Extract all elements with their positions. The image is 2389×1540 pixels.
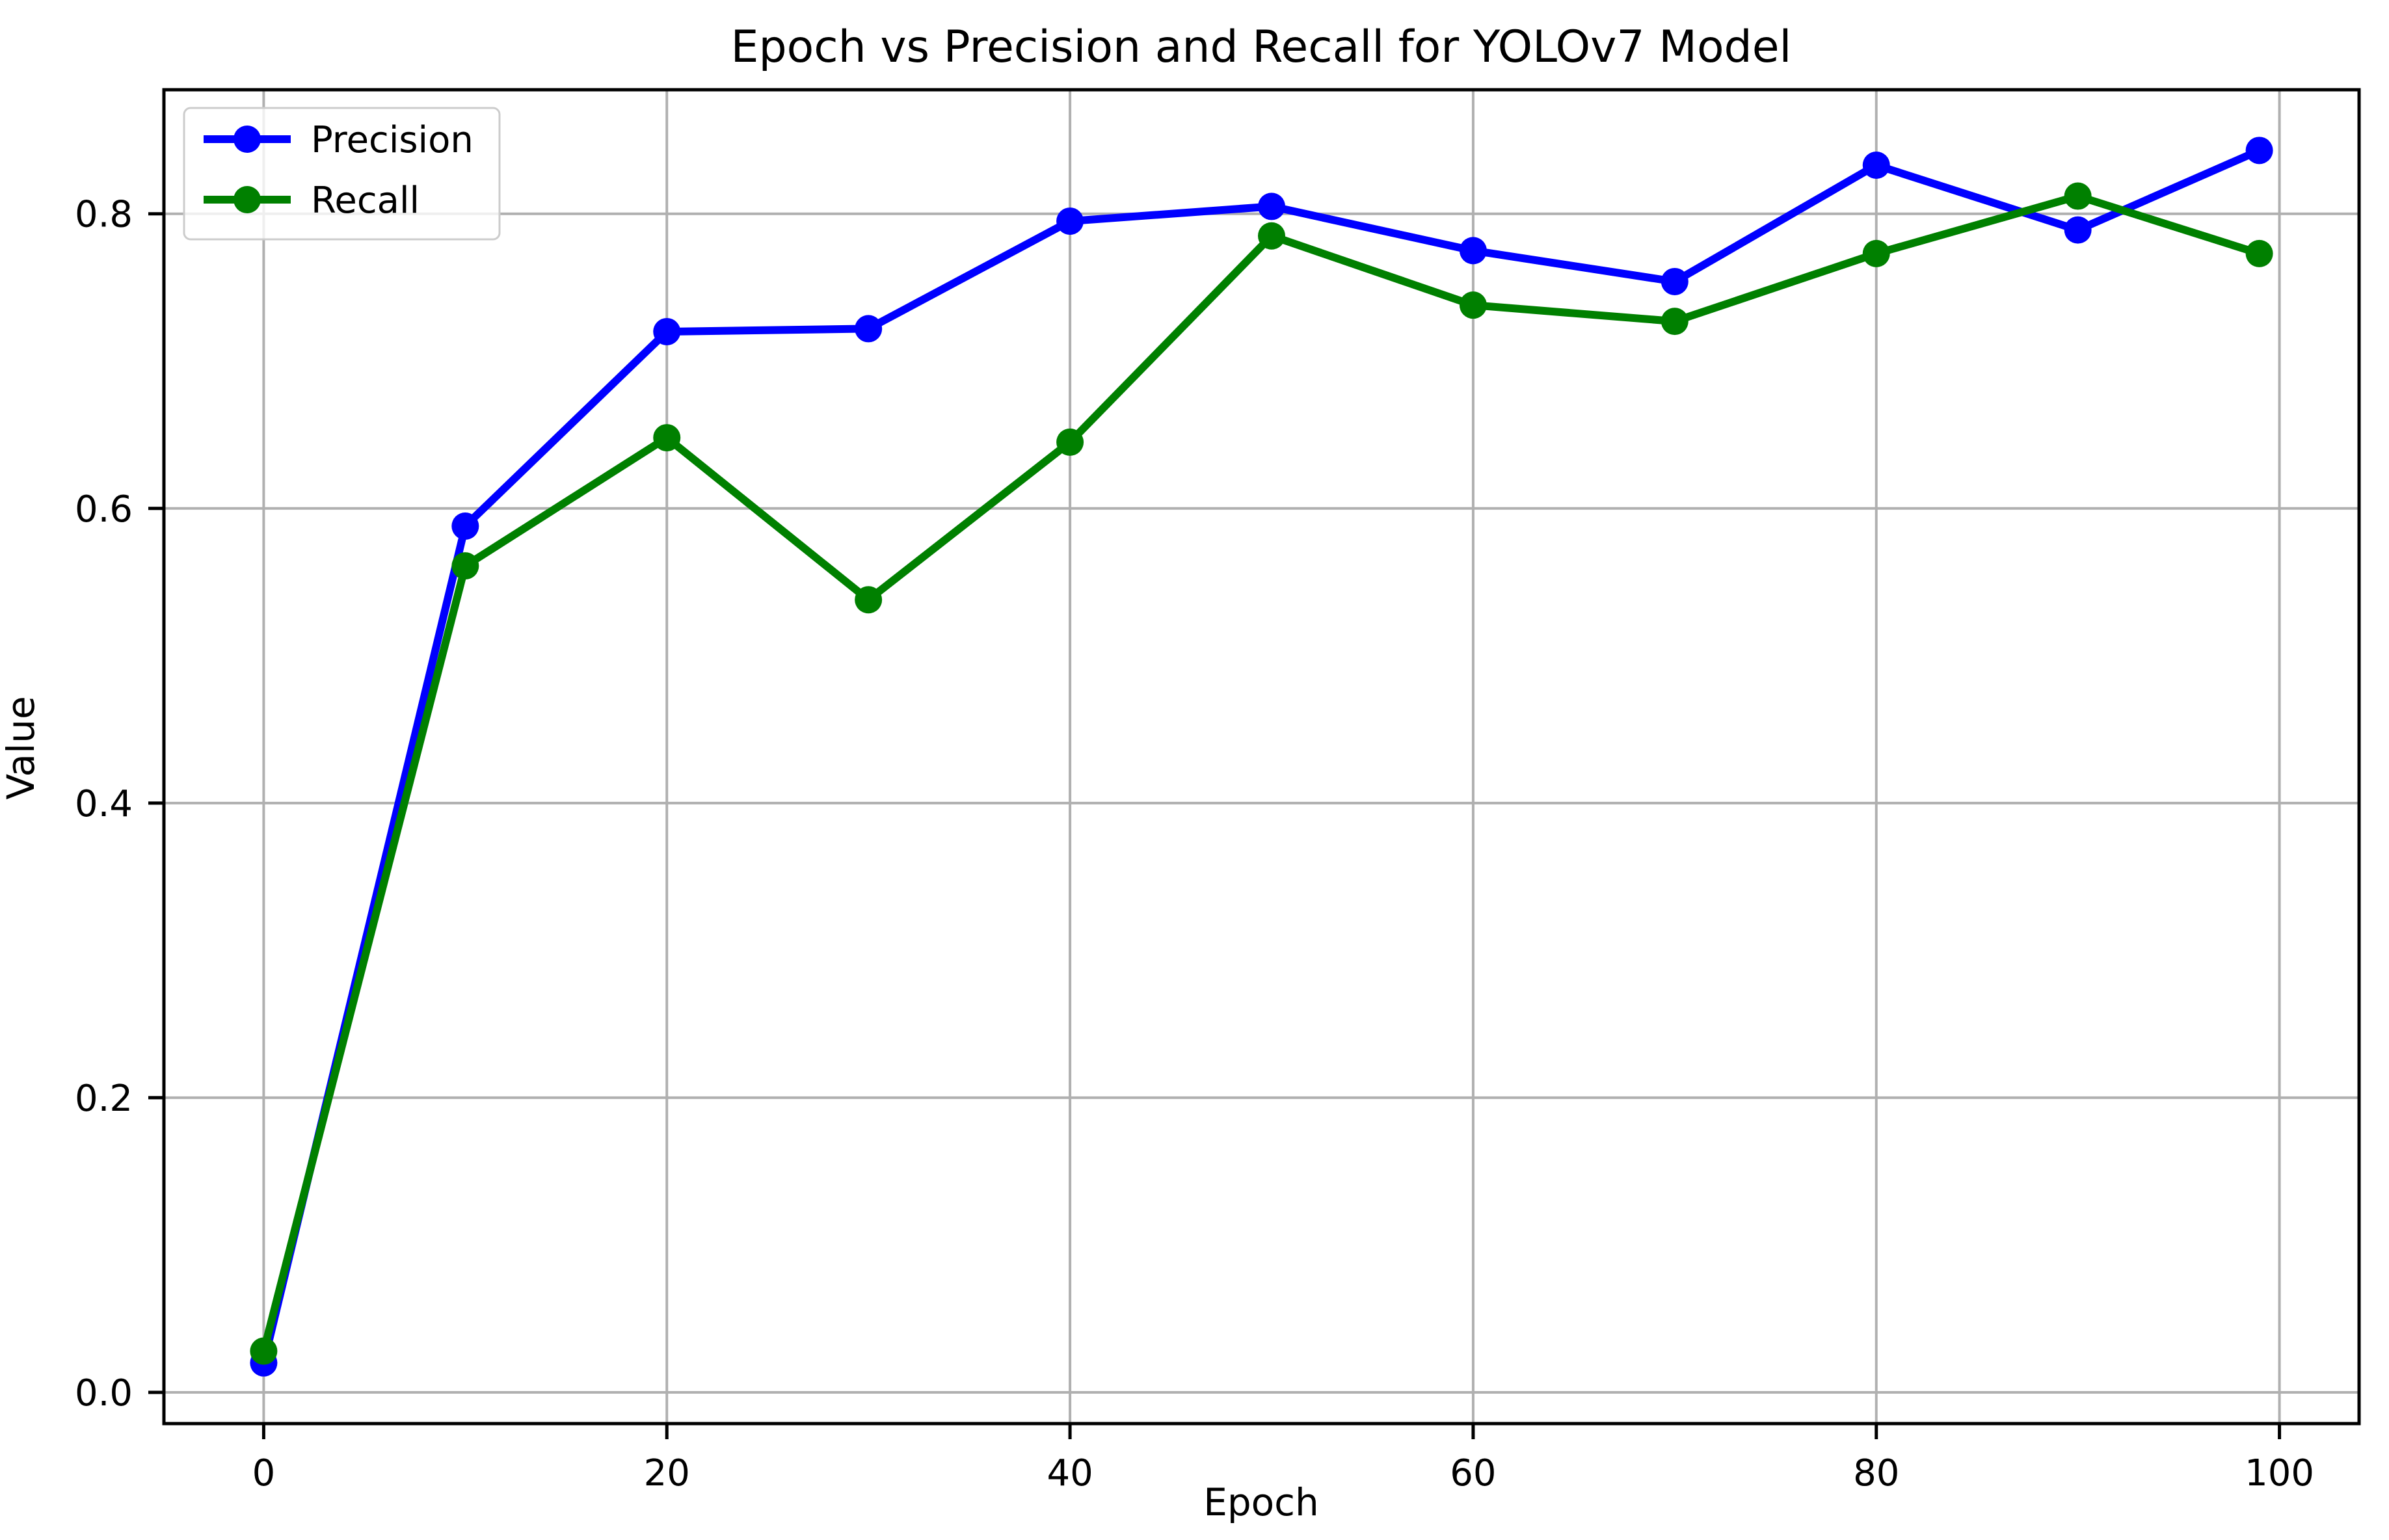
legend-precision-label: Precision — [311, 119, 474, 161]
chart-title: Epoch vs Precision and Recall for YOLOv7… — [731, 21, 1792, 73]
x-axis-label: Epoch — [1203, 1480, 1319, 1524]
precision-point-40 — [1056, 207, 1084, 235]
series-layer — [250, 137, 2273, 1377]
x-tick-label-0: 0 — [252, 1452, 276, 1494]
recall-point-80 — [1862, 239, 1890, 267]
x-tick-label-20: 20 — [644, 1452, 690, 1494]
recall-point-0 — [250, 1337, 278, 1365]
legend: Precision Recall — [183, 107, 501, 241]
recall-line — [260, 192, 2263, 1355]
y-axis-label: Value — [0, 696, 43, 799]
legend-recall-marker-icon — [234, 186, 261, 213]
x-tick-label-80: 80 — [1853, 1452, 1899, 1494]
precision-point-30 — [855, 315, 883, 343]
recall-point-40 — [1056, 428, 1084, 456]
precision-point-10 — [451, 512, 479, 540]
precision-point-60 — [1459, 237, 1487, 265]
precision-point-80 — [1862, 151, 1890, 179]
precision-point-50 — [1257, 192, 1285, 220]
recall-point-90 — [2064, 182, 2092, 210]
y-tick-label-0.0: 0.0 — [75, 1372, 133, 1414]
precision-point-70 — [1661, 267, 1688, 295]
legend-precision-marker-icon — [234, 126, 261, 153]
recall-point-10 — [451, 552, 479, 580]
recall-point-30 — [855, 586, 883, 614]
axes-frame — [162, 88, 2361, 1426]
recall-point-20 — [653, 424, 681, 452]
recall-point-70 — [1661, 308, 1688, 336]
recall-point-60 — [1459, 291, 1487, 319]
precision-point-20 — [653, 317, 681, 345]
x-tick-label-60: 60 — [1450, 1452, 1496, 1494]
x-tick-label-40: 40 — [1047, 1452, 1093, 1494]
y-tick-label-0.2: 0.2 — [75, 1078, 133, 1120]
y-tick-label-0.4: 0.4 — [75, 783, 133, 825]
x-tick-label-100: 100 — [2245, 1452, 2314, 1494]
recall-point-99 — [2245, 239, 2273, 267]
legend-recall-label: Recall — [311, 179, 420, 222]
y-tick-label-0.8: 0.8 — [75, 194, 133, 236]
precision-line — [260, 146, 2263, 1367]
y-tick-label-0.6: 0.6 — [75, 488, 133, 531]
tick-layer: 0 20 40 60 80 100 0.0 0.2 0.4 0.6 0.8 — [75, 194, 2314, 1494]
precision-point-90 — [2064, 216, 2092, 244]
grid-layer — [164, 90, 2359, 1424]
precision-point-99 — [2245, 137, 2273, 165]
recall-point-50 — [1257, 222, 1285, 250]
